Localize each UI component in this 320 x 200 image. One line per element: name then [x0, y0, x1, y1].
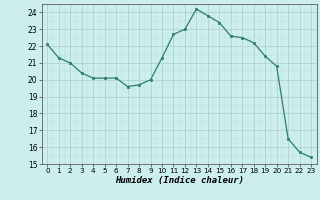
X-axis label: Humidex (Indice chaleur): Humidex (Indice chaleur) — [115, 176, 244, 185]
